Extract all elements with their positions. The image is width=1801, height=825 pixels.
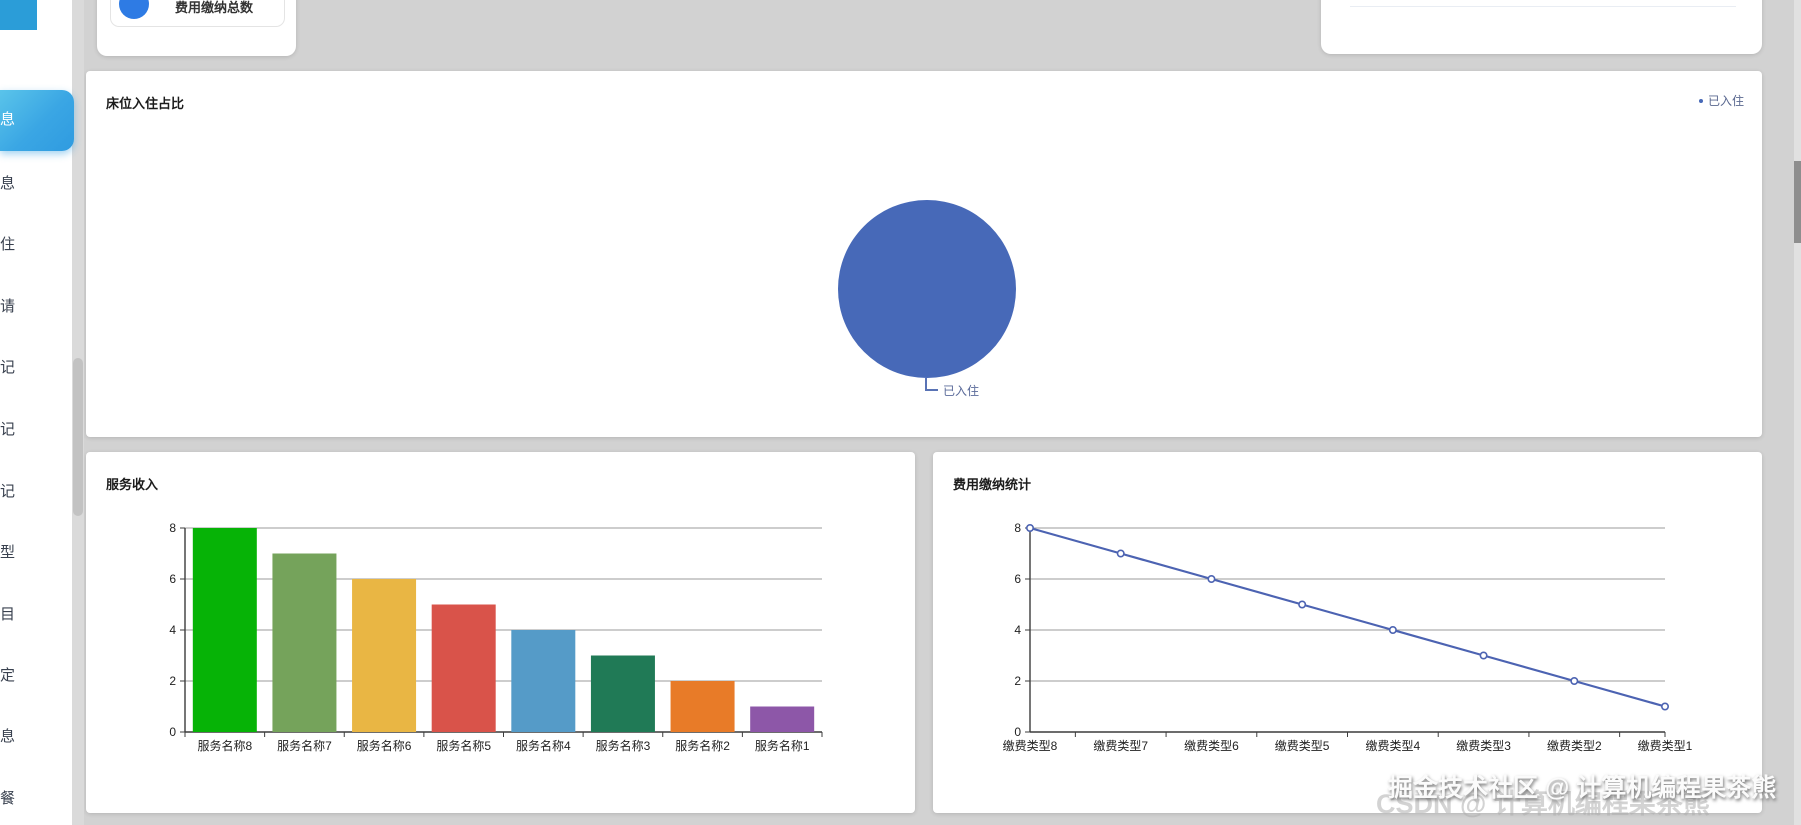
svg-text:0: 0 xyxy=(169,725,176,739)
line-point-缴费类型3 xyxy=(1479,651,1488,660)
svg-text:服务名称5: 服务名称5 xyxy=(436,738,491,753)
bar-chart[interactable]: 0 2 4 6 8 服务名称8 服务名称7 服务名称6 服务名称5 服务名称4 服务名称3 服务名称2… xyxy=(86,452,915,813)
sidebar-item[interactable]: 型 xyxy=(0,544,16,561)
bar-服务名称2 xyxy=(670,681,735,732)
svg-text:6: 6 xyxy=(169,572,176,586)
svg-text:8: 8 xyxy=(1014,521,1021,535)
bar-服务名称6 xyxy=(352,579,417,732)
pie-label-connector xyxy=(925,389,938,391)
sidebar-item[interactable]: 餐 xyxy=(0,790,16,807)
line-chart-title: 费用缴纳统计 xyxy=(953,477,1032,492)
svg-text:缴费类型6: 缴费类型6 xyxy=(1184,738,1239,753)
pie-label-connector xyxy=(925,378,927,391)
page-scrollbar-thumb[interactable] xyxy=(1794,161,1801,243)
svg-text:缴费类型3: 缴费类型3 xyxy=(1456,738,1511,753)
svg-text:缴费类型4: 缴费类型4 xyxy=(1366,738,1421,753)
svg-text:缴费类型8: 缴费类型8 xyxy=(1003,738,1058,753)
logo-box xyxy=(0,0,37,30)
sidebar-item[interactable]: 记 xyxy=(0,483,16,500)
bar-服务名称5 xyxy=(431,604,496,732)
divider xyxy=(1350,6,1736,7)
line-point-缴费类型4 xyxy=(1388,626,1397,635)
legend-dot-icon xyxy=(1698,98,1703,103)
svg-text:服务名称8: 服务名称8 xyxy=(197,738,252,753)
pie-panel-title: 床位入住占比 xyxy=(106,96,185,111)
line-chart[interactable]: 0 2 4 6 8 缴费类型8 缴费类型7 缴费类型6 缴费类型5 缴费类型4 缴费类型3 缴费类型2… xyxy=(933,452,1762,813)
sidebar-item[interactable]: 住 xyxy=(0,236,16,253)
sidebar: 息息住请记记记型目定息餐 xyxy=(0,0,74,825)
bar-服务名称4 xyxy=(511,630,576,732)
line-point-缴费类型8 xyxy=(1026,524,1035,533)
sidebar-item[interactable]: 记 xyxy=(0,421,16,438)
svg-text:4: 4 xyxy=(1014,623,1021,637)
pie-slice[interactable] xyxy=(838,200,1016,378)
stat-panel-fee: 费用缴纳总数 xyxy=(97,0,296,56)
svg-text:服务名称7: 服务名称7 xyxy=(277,738,332,753)
svg-text:服务名称3: 服务名称3 xyxy=(596,738,651,753)
line-point-缴费类型2 xyxy=(1570,677,1579,686)
bar-chart-title: 服务收入 xyxy=(106,477,159,492)
line-point-缴费类型7 xyxy=(1116,549,1125,558)
stat-panel-right xyxy=(1321,0,1762,54)
fee-total-card[interactable]: 费用缴纳总数 xyxy=(110,0,285,27)
svg-text:服务名称1: 服务名称1 xyxy=(755,738,810,753)
pie-slice-label: 已入住 xyxy=(943,384,980,398)
bar-服务名称8 xyxy=(192,528,257,732)
sidebar-item[interactable]: 记 xyxy=(0,359,16,376)
bar-服务名称3 xyxy=(590,655,655,732)
line-point-缴费类型1 xyxy=(1660,702,1669,711)
svg-text:缴费类型1: 缴费类型1 xyxy=(1638,738,1693,753)
svg-text:2: 2 xyxy=(1014,674,1021,688)
sidebar-item[interactable]: 息 xyxy=(0,728,16,745)
svg-text:6: 6 xyxy=(1014,572,1021,586)
line-point-缴费类型6 xyxy=(1207,575,1216,584)
svg-text:8: 8 xyxy=(169,521,176,535)
bar-chart-panel: 服务收入 0 2 4 6 8 服务名称8 服务名称7 服务名称6 服务名称5 服务名称4 服务名称3… xyxy=(86,452,915,813)
sidebar-item[interactable]: 息 xyxy=(0,175,16,192)
line-point-缴费类型5 xyxy=(1298,600,1307,609)
sidebar-item[interactable]: 请 xyxy=(0,298,16,315)
sidebar-scrollbar-track[interactable] xyxy=(72,0,84,825)
sidebar-item[interactable]: 息 xyxy=(0,111,16,128)
pie-legend-item[interactable]: 已入住 xyxy=(1698,92,1744,109)
pie-legend-label: 已入住 xyxy=(1707,94,1744,108)
svg-text:2: 2 xyxy=(169,674,176,688)
sidebar-scrollbar-thumb[interactable] xyxy=(73,358,83,516)
sidebar-active-highlight xyxy=(0,90,74,151)
svg-text:缴费类型5: 缴费类型5 xyxy=(1275,738,1330,753)
fee-circle-icon xyxy=(119,0,149,19)
pie-panel: 床位入住占比 已入住 已入住 xyxy=(86,71,1762,437)
svg-text:0: 0 xyxy=(1014,725,1021,739)
page-scrollbar-track[interactable] xyxy=(1794,0,1801,825)
bar-服务名称7 xyxy=(272,553,337,732)
sidebar-item[interactable]: 目 xyxy=(0,606,16,623)
bar-服务名称1 xyxy=(750,706,815,732)
fee-total-label: 费用缴纳总数 xyxy=(175,0,254,15)
svg-text:4: 4 xyxy=(169,623,176,637)
svg-text:缴费类型2: 缴费类型2 xyxy=(1547,738,1602,753)
svg-text:缴费类型7: 缴费类型7 xyxy=(1093,738,1148,753)
svg-text:服务名称4: 服务名称4 xyxy=(516,738,571,753)
line-chart-panel: 费用缴纳统计 0 2 4 6 8 缴费类型8 缴费类型7 缴费类型6 缴费类型5 缴费类型4 缴费类… xyxy=(933,452,1762,813)
sidebar-item[interactable]: 定 xyxy=(0,667,16,684)
svg-text:服务名称6: 服务名称6 xyxy=(357,738,412,753)
svg-text:服务名称2: 服务名称2 xyxy=(675,738,730,753)
